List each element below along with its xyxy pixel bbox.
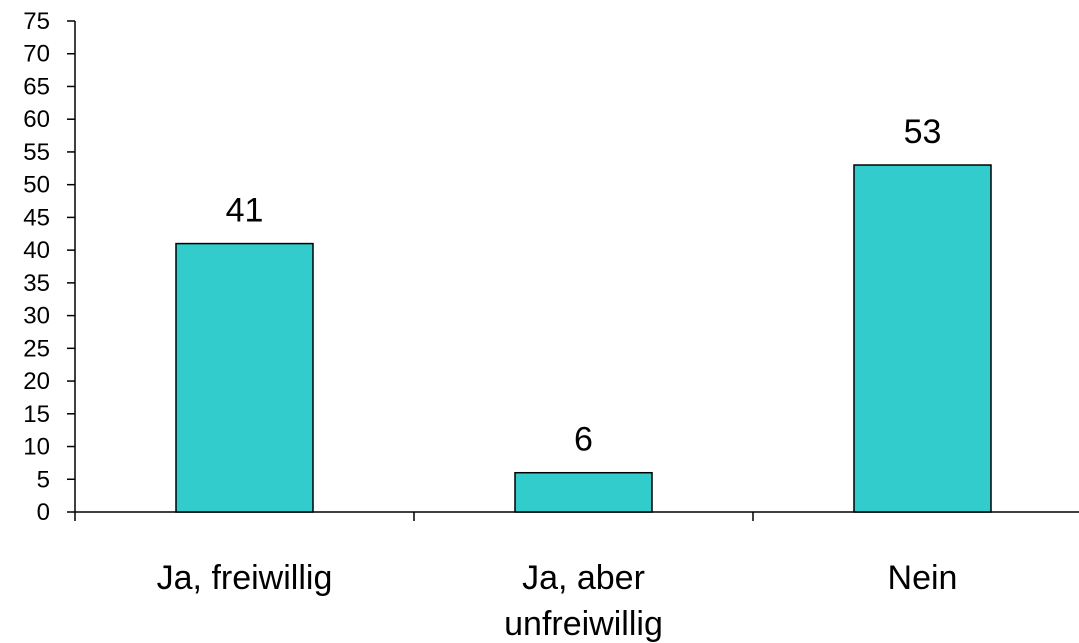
y-axis: 0 5 10 15 20 25 30 35 40 45 50 55 60 65 70 75 [23,8,76,526]
data-label: 53 [904,113,942,151]
y-tick-label: 40 [23,237,50,264]
y-tick-label: 5 [37,466,50,493]
y-tick-label: 65 [23,73,50,100]
y-tick-label: 55 [23,139,50,166]
data-label: 41 [226,192,264,230]
category-label: unfreiwillig [504,605,663,643]
bar [514,471,653,513]
category-labels: Ja, freiwillig Ja, aber unfreiwillig Nein [157,559,958,643]
y-tick-label: 50 [23,172,50,199]
category-label: Nein [888,559,958,597]
y-tick-label: 70 [23,41,50,68]
y-tick-label: 15 [23,401,50,428]
y-tick-label: 35 [23,270,50,297]
bars [175,164,992,513]
x-axis [74,511,1079,521]
y-tick-label: 10 [23,434,50,461]
y-tick-label: 25 [23,335,50,362]
category-label: Ja, freiwillig [157,559,333,597]
category-label: Ja, aber [522,559,645,597]
bar [853,164,992,513]
y-tick-label: 45 [23,204,50,231]
y-tick-label: 30 [23,303,50,330]
y-tick-label: 0 [37,499,50,526]
y-tick-label: 20 [23,368,50,395]
y-tick-label: 60 [23,106,50,133]
bar [175,242,314,513]
y-tick-label: 75 [23,8,50,35]
data-label: 6 [574,421,593,459]
data-labels: 41 6 53 [226,113,942,459]
